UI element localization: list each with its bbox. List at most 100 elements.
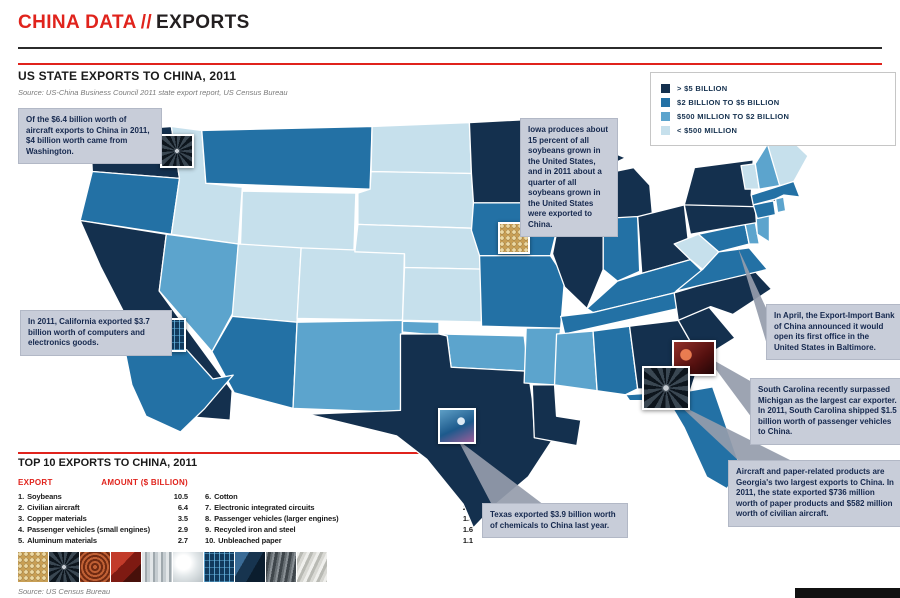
export-name: Civilian aircraft — [27, 503, 80, 512]
rank: 10. — [205, 536, 216, 545]
export-name: Aluminum materials — [27, 536, 97, 545]
state-AZ — [211, 315, 298, 410]
state-SD — [357, 170, 477, 229]
top10-rule — [18, 452, 462, 454]
table-row: 9. Recycled iron and steel 1.6 — [205, 524, 473, 535]
export-amount: 6.4 — [177, 503, 188, 512]
export-name: Soybeans — [27, 492, 62, 501]
export-amount: 1.1 — [462, 536, 473, 545]
state-CO — [296, 247, 406, 321]
export-name: Cotton — [214, 492, 238, 501]
state-AK — [125, 349, 234, 433]
state-UT — [231, 243, 302, 323]
export-name: Recycled iron and steel — [214, 525, 296, 534]
legend-swatch-tier3 — [661, 111, 670, 121]
chemicals-photo-texas — [438, 408, 476, 444]
export-name: Electronic integrated circuits — [214, 503, 315, 512]
state-WV — [673, 233, 720, 271]
brand-text: CHINA DATA — [18, 12, 137, 33]
table-row: 3. Copper materials 3.5 — [18, 513, 188, 524]
callout-washington: Of the $6.4 billion worth of aircraft ex… — [18, 108, 162, 165]
circuit-board-thumb — [204, 552, 234, 582]
state-NM — [292, 319, 404, 413]
callout-south-carolina: South Carolina recently surpassed Michig… — [750, 378, 900, 445]
top10-title: TOP 10 EXPORTS TO CHINA, 2011 — [18, 457, 198, 469]
section-source: Source: US-China Business Council 2011 s… — [18, 88, 288, 97]
export-amount: 1.8 — [462, 514, 473, 523]
export-name: Unbleached paper — [218, 536, 282, 545]
section-title: US STATE EXPORTS TO CHINA, 2011 — [18, 69, 237, 83]
legend-swatch-tier1 — [661, 83, 670, 93]
state-MS — [553, 330, 598, 392]
legend-row: $2 BILLION TO $5 BILLION — [661, 96, 885, 108]
rank: 6. — [205, 492, 212, 501]
export-amount: 3.5 — [177, 514, 188, 523]
page-title: CHINA DATA//EXPORTS — [18, 12, 250, 34]
export-name: Passenger vehicles (larger engines) — [214, 514, 339, 523]
map-legend: > $5 BILLION $2 BILLION TO $5 BILLION $5… — [650, 72, 896, 146]
rank: 7. — [205, 503, 212, 512]
jet-engine-photo-georgia — [642, 366, 690, 410]
state-RI — [774, 196, 787, 214]
table-row: 5. Aluminum materials 2.7 — [18, 535, 188, 546]
table-row: 2. Civilian aircraft 6.4 — [18, 502, 188, 513]
legend-swatch-tier4 — [661, 125, 670, 135]
rank: 8. — [205, 514, 212, 523]
export-amount: 2.9 — [177, 525, 188, 534]
export-name: Copper materials — [27, 514, 87, 523]
legend-row: > $5 BILLION — [661, 82, 885, 94]
iron-steel-thumb — [266, 552, 296, 582]
legend-row: < $500 MILLION — [661, 124, 885, 136]
state-LA — [531, 384, 582, 447]
rank: 4. — [18, 525, 25, 534]
callout-texas: Texas exported $3.9 billion worth of che… — [482, 503, 628, 539]
vehicles-thumb — [235, 552, 265, 582]
us-choropleth-map — [79, 118, 809, 529]
legend-label: $2 BILLION TO $5 BILLION — [677, 97, 780, 107]
rank: 1. — [18, 492, 25, 501]
table-row: 4. Passenger vehicles (small engines) 2.9 — [18, 524, 188, 535]
legend-swatch-tier2 — [661, 97, 670, 107]
export-amount: 1.6 — [462, 525, 473, 534]
section-rule — [18, 63, 882, 65]
legend-label: < $500 MILLION — [677, 125, 738, 135]
state-MT — [201, 125, 373, 190]
callout-iowa: Iowa produces about 15 percent of all so… — [520, 118, 618, 238]
footer-source: Source: US Census Bureau — [18, 587, 111, 596]
legend-label: > $5 BILLION — [677, 83, 728, 93]
rank: 2. — [18, 503, 25, 512]
copper-thumb — [80, 552, 110, 582]
top10-column-amount: AMOUNT ($ BILLION) — [101, 478, 188, 487]
legend-label: $500 MILLION TO $2 BILLION — [677, 111, 790, 121]
state-ND — [370, 121, 473, 175]
export-amount: 2.7 — [177, 536, 188, 545]
aluminum-thumb — [142, 552, 172, 582]
callout-california: In 2011, California exported $3.7 billio… — [20, 310, 172, 356]
cotton-thumb — [173, 552, 203, 582]
rank: 5. — [18, 536, 25, 545]
export-photo-strip — [18, 552, 328, 582]
jet-engine-thumb — [49, 552, 79, 582]
top10-column-export: EXPORT — [18, 478, 53, 487]
export-amount: 10.5 — [173, 492, 188, 501]
soybeans-thumb — [18, 552, 48, 582]
top10-list-left: 1. Soybeans 10.5 2. Civilian aircraft 6.4 3.… — [18, 491, 188, 546]
jet-engine-photo-washington — [160, 134, 194, 168]
table-row: 1. Soybeans 10.5 — [18, 491, 188, 502]
table-row: 8. Passenger vehicles (larger engines) 1.8 — [205, 513, 473, 524]
export-name: Passenger vehicles (small engines) — [27, 525, 150, 534]
callout-baltimore: In April, the Export-Import Bank of Chin… — [766, 304, 900, 361]
rank: 3. — [18, 514, 25, 523]
table-row: 10. Unbleached paper 1.1 — [205, 535, 473, 546]
state-MO — [478, 255, 566, 329]
footer-bar — [795, 588, 900, 598]
title-separator: // — [140, 12, 153, 33]
title-text: EXPORTS — [156, 12, 250, 33]
rank: 9. — [205, 525, 212, 534]
callout-georgia: Aircraft and paper-related products are … — [728, 460, 900, 527]
state-WY — [239, 190, 357, 255]
cars-thumb — [111, 552, 141, 582]
legend-row: $500 MILLION TO $2 BILLION — [661, 110, 885, 122]
state-AL — [592, 325, 639, 396]
